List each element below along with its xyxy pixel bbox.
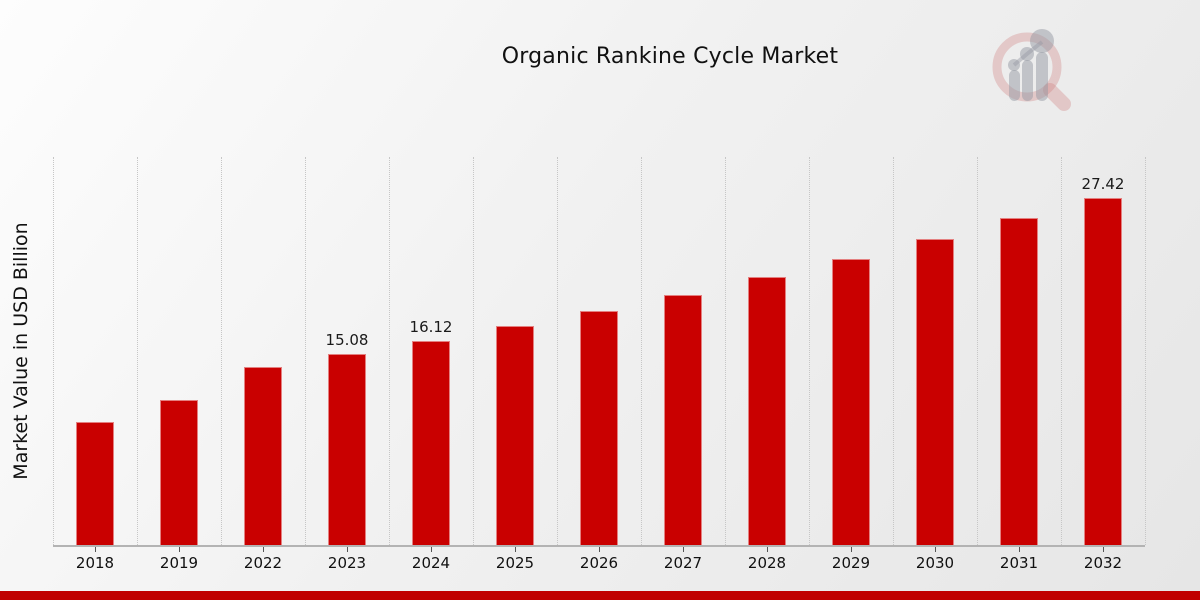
bar-2025 (496, 326, 534, 545)
x-axis: 2018 2019 2022 2023 2024 2025 2026 2027 2028 2029… (53, 545, 1145, 580)
x-tick-label-2030: 2030 (915, 554, 955, 572)
x-tick (431, 547, 432, 552)
bar-2024 (411, 341, 450, 545)
vertical-gridline (1145, 157, 1146, 545)
x-tick-label-2031: 2031 (999, 554, 1039, 572)
x-tick-label-2032: 2032 (1083, 554, 1123, 572)
bar-2026 (580, 311, 618, 545)
x-tick-label-2029: 2029 (831, 554, 871, 572)
bar-2032 (1084, 198, 1122, 545)
x-tick-label-2018: 2018 (75, 554, 115, 572)
vertical-gridline (641, 157, 642, 545)
bar-value-label-2032: 27.42 (1081, 175, 1125, 194)
x-tick-label-2028: 2028 (747, 554, 787, 572)
bar-2031 (1000, 217, 1038, 545)
x-tick (935, 547, 936, 552)
x-tick-label-2027: 2027 (663, 554, 703, 572)
vertical-gridline (893, 157, 894, 545)
x-tick (263, 547, 264, 552)
bar-2030 (916, 239, 954, 545)
vertical-gridline (977, 157, 978, 545)
vertical-gridline (725, 157, 726, 545)
vertical-gridline (53, 157, 54, 545)
x-tick (179, 547, 180, 552)
x-tick-label-2019: 2019 (159, 554, 199, 572)
x-tick (95, 547, 96, 552)
x-tick-label-2025: 2025 (495, 554, 535, 572)
x-tick-label-2023: 2023 (327, 554, 367, 572)
x-tick (599, 547, 600, 552)
x-tick (767, 547, 768, 552)
vertical-gridline (137, 157, 138, 545)
x-tick (1103, 547, 1104, 552)
vertical-gridline (221, 157, 222, 545)
bar-2028 (748, 277, 786, 545)
x-tick-label-2024: 2024 (411, 554, 451, 572)
vertical-gridline (473, 157, 474, 545)
bar-2018 (75, 422, 114, 545)
vertical-gridline (557, 157, 558, 545)
vertical-gridline (389, 157, 390, 545)
x-tick-label-2022: 2022 (243, 554, 283, 572)
y-axis-label: Market Value in USD Billion (10, 222, 32, 480)
magnifier-barchart-logo-icon (992, 29, 1071, 111)
footer-accent-bar (0, 591, 1200, 600)
bar-value-label-2024: 16.12 (409, 318, 453, 337)
x-tick (515, 547, 516, 552)
chart-title: Organic Rankine Cycle Market (501, 44, 839, 69)
bar-2022 (244, 366, 282, 545)
bar-value-label-2023: 15.08 (325, 331, 369, 350)
bar-2019 (160, 399, 198, 545)
x-tick (347, 547, 348, 552)
x-tick (851, 547, 852, 552)
bar-2029 (832, 259, 870, 545)
x-tick-label-2026: 2026 (579, 554, 619, 572)
chart-plot: 15.08 16.12 27.42 (53, 157, 1146, 547)
bar-2027 (664, 294, 702, 545)
bar-2023 (327, 354, 366, 545)
vertical-gridline (809, 157, 810, 545)
vertical-gridline (305, 157, 306, 545)
x-tick (1019, 547, 1020, 552)
x-tick (683, 547, 684, 552)
vertical-gridline (1061, 157, 1062, 545)
